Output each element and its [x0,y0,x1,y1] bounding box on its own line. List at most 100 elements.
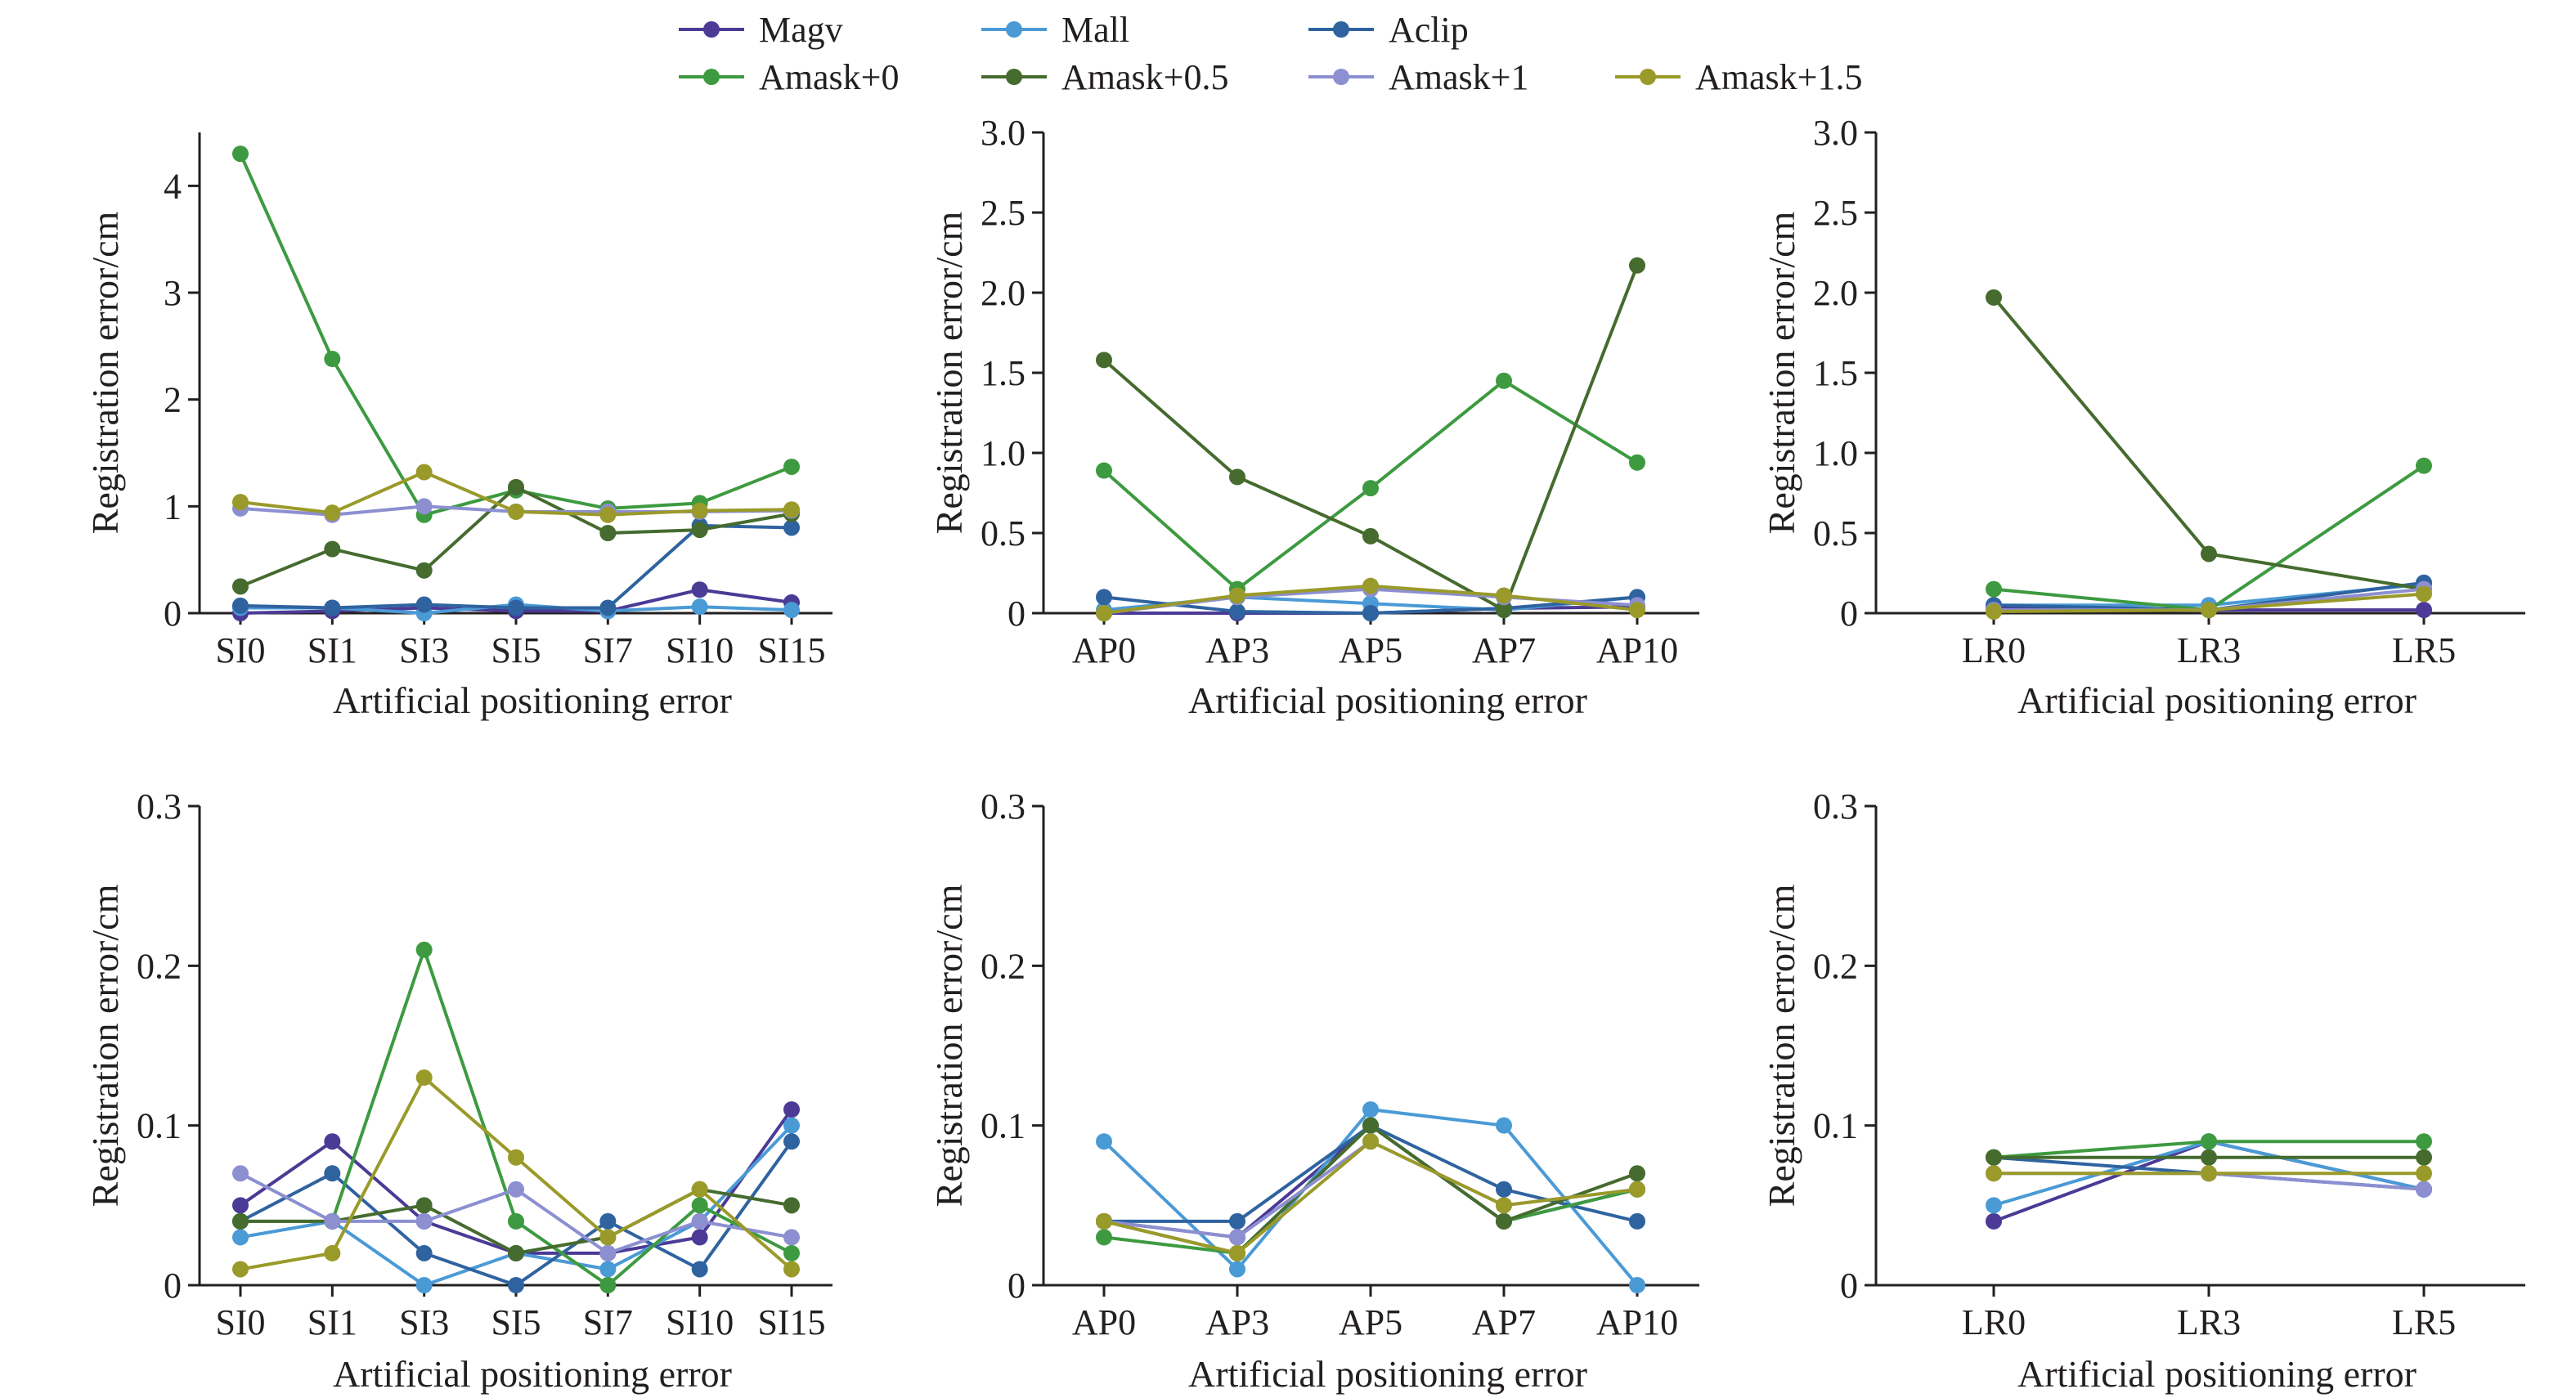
data-point [1986,580,2002,598]
data-point [783,1229,800,1246]
data-point [783,501,800,518]
data-point [508,1212,524,1230]
x-tick-label: LR3 [2177,1302,2241,1342]
data-point [783,1133,800,1150]
data-point [783,1261,800,1278]
x-tick-label: LR5 [2392,1302,2456,1342]
data-point [1496,602,1512,619]
series-line [240,485,792,589]
legend: Magv Mall Aclip Amask+0 Amask+0.5 Amask+1 Amas… [679,10,1862,97]
data-point [691,1197,708,1214]
data-point [1986,289,2002,306]
series-amaskplus-1-5 [1986,585,2432,621]
y-axis-title: Registration error/cm [1761,211,1802,534]
x-tick-label: AP7 [1472,1302,1536,1342]
data-point [324,1244,341,1261]
y-tick-label: 2.0 [1813,273,1858,313]
data-point [2201,545,2217,562]
data-point [1362,527,1379,544]
y-tick-label: 0.1 [137,1106,182,1146]
y-tick-label: 3.0 [981,113,1025,153]
series-mall [232,1117,800,1293]
y-tick-label: 0.1 [1813,1106,1858,1146]
data-point [324,351,341,368]
series-amaskplus-0-5 [1986,289,2432,598]
series-amaskplus-0-5 [1096,257,1645,619]
legend-label: Amask+1 [1389,57,1528,97]
series-amaskplus-0 [232,146,800,523]
data-point [783,519,800,536]
data-point [232,494,249,511]
data-point [691,581,708,598]
data-point [1362,480,1379,497]
data-point [1629,257,1645,274]
data-point [508,478,524,495]
y-tick-label: 1.5 [1813,353,1858,393]
data-point [415,1277,433,1293]
data-point [324,504,341,522]
data-point [415,941,433,958]
data-point [2201,1133,2217,1150]
chart-panel-bottom-right: 0 0.1 0.2 0.3 LR0 LR3 LR5 Artificial positionin… [1761,786,2525,1395]
data-point [1096,1133,1112,1150]
data-point [2201,1149,2217,1166]
x-tick-label: SI15 [757,1302,825,1342]
data-point [232,578,249,595]
x-tick-label: LR0 [1962,630,2026,670]
series-amaskplus-1-5 [1986,1165,2432,1182]
x-tick-label: LR0 [1962,1302,2026,1342]
legend-marker [1006,21,1022,38]
data-point [1229,1261,1245,1278]
x-axis-title: Artificial positioning error [333,1353,732,1395]
x-tick-label: SI10 [666,1302,734,1342]
y-tick-label: 4 [164,166,182,206]
x-axis-title: Artificial positioning error [2017,1353,2417,1395]
data-point [1629,602,1645,619]
data-point [508,1277,524,1293]
legend-marker [1006,69,1022,85]
data-point [599,599,617,616]
data-point [1229,587,1245,604]
y-tick-label: 0 [1008,1266,1025,1306]
chart-panel-top-middle: 0 0.5 1.0 1.5 2.0 2.5 3.0 AP0 AP3 AP5 AP7 AP10Artif… [928,113,1699,721]
chart-panel-bottom-left: 0 0.1 0.2 0.3 SI0 SI1 SI3 SI5 SI7 SI10 SI15 Artific… [84,786,832,1395]
legend-label: Mall [1061,10,1129,50]
y-tick-label: 0.1 [981,1106,1025,1146]
x-tick-label: AP0 [1072,1302,1136,1342]
legend-item-amaskplus-1-5: Amask+1.5 [1615,57,1862,97]
y-tick-label: 1 [164,486,182,526]
series-amaskplus-0-5 [1986,1149,2432,1166]
data-point [415,562,433,579]
x-tick-label: SI15 [757,630,825,670]
series-amaskplus-1-5 [232,1069,800,1278]
y-tick-label: 2.0 [981,273,1025,313]
data-point [1629,1212,1645,1230]
series-line [1103,1140,1638,1255]
data-point [1986,1165,2002,1182]
data-point [415,1212,433,1230]
data-point [599,1244,617,1261]
data-point [2416,585,2432,603]
x-tick-label: SI7 [583,630,633,670]
data-point [2201,1165,2217,1182]
data-point [599,525,617,541]
legend-item-amaskplus-0-5: Amask+0.5 [981,57,1228,97]
data-point [691,1212,708,1230]
data-point [1096,1212,1112,1230]
x-tick-label: AP3 [1205,630,1269,670]
y-axis-title: Registration error/cm [1761,884,1802,1207]
y-axis-title: Registration error/cm [84,884,126,1207]
x-tick-label: SI10 [666,630,734,670]
series-amaskplus-0 [232,941,800,1293]
data-point [2416,1165,2432,1182]
data-point [1096,462,1112,479]
data-point [508,599,524,616]
x-axis-title: Artificial positioning error [1188,1353,1587,1395]
series-amaskplus-1-5 [1096,577,1645,621]
data-point [2416,1149,2432,1166]
x-tick-label: SI1 [307,630,357,670]
series-line [1102,264,1639,612]
series-amaskplus-1-5 [232,464,800,523]
data-point [1629,1165,1645,1182]
